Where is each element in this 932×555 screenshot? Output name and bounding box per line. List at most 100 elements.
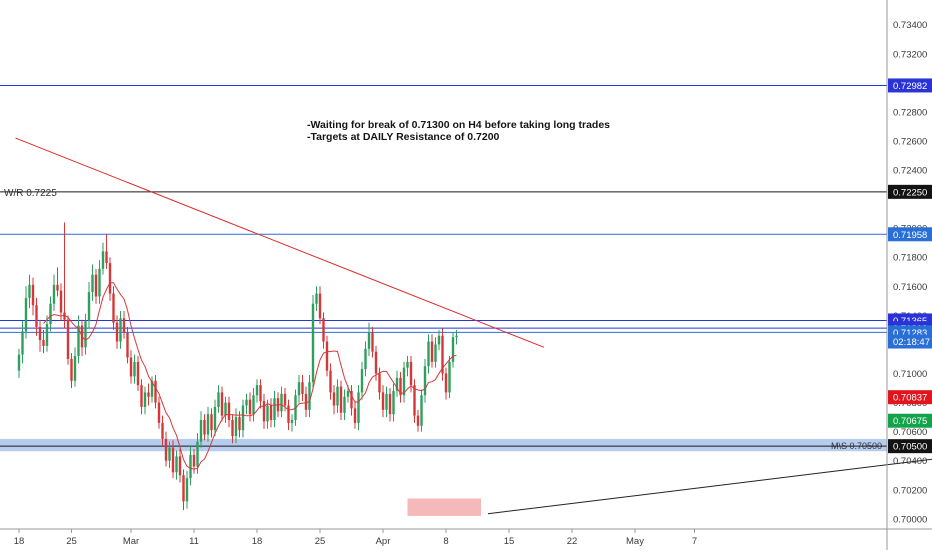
candle-body (410, 362, 412, 385)
corner-label: W/R 0.7225 (4, 188, 57, 199)
candle-body (130, 358, 132, 377)
candle-body (175, 456, 177, 472)
candle-body (144, 392, 146, 407)
candle-body (46, 324, 48, 346)
candle-body (102, 251, 104, 268)
candle-body (382, 392, 384, 409)
candle-body (329, 371, 331, 393)
candle-body (242, 405, 244, 430)
candle-body (207, 414, 209, 434)
candle-body (336, 387, 338, 406)
candle-body (266, 405, 268, 421)
candle-body (165, 439, 167, 461)
price-label: 0.70837 (893, 393, 927, 404)
candle-body (109, 263, 111, 294)
candle-body (319, 294, 321, 319)
candle-body (196, 442, 198, 467)
candle-body (263, 401, 265, 421)
candle-body (256, 385, 258, 395)
candle-body (126, 333, 128, 358)
candle-body (308, 382, 310, 410)
candle-body (74, 356, 76, 381)
candle-body (116, 323, 118, 342)
candle-body (193, 455, 195, 467)
candle-body (67, 320, 69, 359)
candle-body (56, 285, 58, 291)
price-label: 0.70500 (893, 442, 927, 453)
candle-body (88, 292, 90, 321)
candle-body (32, 285, 34, 305)
price-label: 0.70675 (893, 416, 927, 427)
candle-body (406, 362, 408, 368)
candle-body (119, 318, 121, 341)
candle-body (326, 342, 328, 371)
candle-body (158, 403, 160, 423)
candle-body (245, 400, 247, 406)
price-tick-label: 0.70200 (893, 485, 927, 496)
candle-body (25, 298, 27, 331)
time-tick-label: 11 (189, 536, 199, 547)
candle-body (452, 337, 454, 362)
candle-body (28, 285, 30, 298)
candle-body (259, 385, 261, 401)
candle-body (214, 407, 216, 430)
candle-body (280, 394, 282, 411)
candle-body (298, 382, 300, 395)
time-tick-label: 18 (252, 536, 263, 547)
price-label: 0.72250 (893, 187, 927, 198)
candle-body (217, 392, 219, 407)
candle-body (123, 318, 125, 333)
demand-zone (408, 498, 482, 515)
candle-body (161, 423, 163, 439)
candle-body (340, 387, 342, 413)
price-tick-label: 0.71800 (893, 253, 927, 264)
candle-body (291, 420, 293, 423)
price-tick-label: 0.70600 (893, 427, 927, 438)
candle-body (140, 385, 142, 407)
note-line-1: -Waiting for break of 0.71300 on H4 befo… (307, 119, 610, 131)
candle-body (42, 340, 44, 346)
candle-body (427, 342, 429, 367)
candle-body (287, 405, 289, 422)
candle-body (417, 416, 419, 426)
candle-body (203, 420, 205, 435)
price-tick-label: 0.70000 (893, 514, 927, 525)
candle-body (147, 392, 149, 396)
candle-body (364, 349, 366, 369)
candle-body (431, 342, 433, 362)
candle-body (357, 392, 359, 423)
candle-body (273, 398, 275, 420)
candle-body (172, 448, 174, 473)
candle-body (301, 382, 303, 394)
candle-body (322, 318, 324, 341)
candle-body (270, 405, 272, 420)
candle-body (112, 294, 114, 323)
candle-body (91, 275, 93, 292)
candle-body (200, 420, 202, 442)
candle-body (18, 355, 20, 371)
price-tick-label: 0.73200 (893, 49, 927, 60)
candle-body (354, 408, 356, 423)
candle-body (70, 359, 72, 381)
candle-body (375, 352, 377, 374)
candle-body (228, 403, 230, 420)
candle-body (368, 333, 370, 349)
price-tick-label: 0.71600 (893, 282, 927, 293)
candle-body (438, 336, 440, 345)
candle-body (389, 394, 391, 414)
time-tick-label: 25 (66, 536, 77, 547)
candle-body (221, 392, 223, 415)
candle-body (424, 366, 426, 395)
time-tick-label: 8 (443, 536, 448, 547)
candle-body (347, 391, 349, 397)
candle-body (49, 304, 51, 324)
time-tick-label: 15 (504, 536, 515, 547)
candle-body (35, 305, 37, 327)
candle-body (385, 394, 387, 410)
candle-body (21, 331, 23, 354)
candle-body (105, 251, 107, 263)
candle-body (84, 321, 86, 347)
time-tick-label: 18 (14, 536, 25, 547)
